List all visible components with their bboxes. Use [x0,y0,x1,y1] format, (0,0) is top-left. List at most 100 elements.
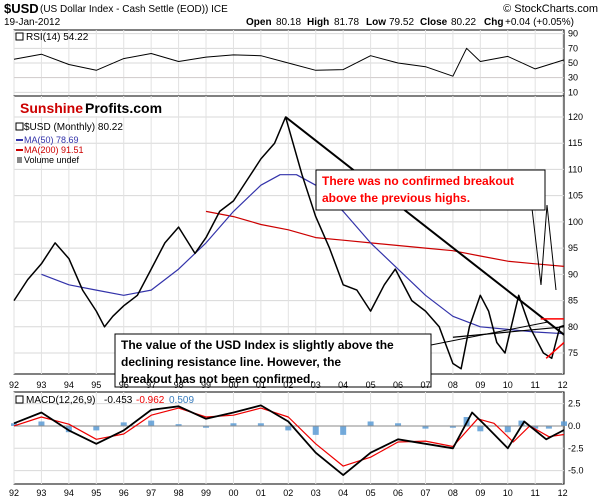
price-tick-label: 110 [568,164,582,174]
macd-value: -0.453 [104,395,133,406]
macd-tick-label: 0.0 [568,421,581,431]
x-tick-label-mid: 92 [9,380,19,390]
low-value: 79.52 [389,17,414,28]
annotation-black-box [114,333,432,388]
price-legend: $USD (Monthly) 80.22 MA(50) 78.69 MA(200… [15,122,123,165]
x-tick-label-bottom: 93 [36,488,46,498]
macd-gridlines [13,392,564,484]
macd-histogram-bar [312,425,319,435]
x-tick-label-bottom: 12 [558,488,568,498]
x-axis-middle: 92 93 94 95 96 97 98 99 00 01 02 03 04 05 06 07 08 09 10 11… [9,380,568,390]
macd-series [11,404,567,476]
logo-text-sunshine: Sunshine [20,100,83,116]
annotation-red-pointer-3 [540,204,548,286]
annotation-black: The value of the USD Index is slightly a… [114,321,549,388]
rsi-line [13,47,565,77]
legend-ma50: MA(50) 78.69 [24,135,79,145]
price-tick-label: 75 [568,348,578,358]
rsi-axis: 90 70 50 30 10 [568,29,578,98]
x-tick-label-bottom: 98 [174,488,184,498]
close-value: 80.22 [451,17,476,28]
x-tick-label-mid: 09 [475,380,485,390]
x-tick-label-bottom: 97 [146,488,156,498]
macd-histogram-bar [148,420,155,426]
x-tick-label-mid: 10 [503,380,513,390]
high-label: High [307,17,329,28]
x-tick-label-bottom: 01 [256,488,266,498]
chart-date: 19-Jan-2012 [4,17,61,28]
macd-signal-value: -0.962 [136,395,165,406]
open-label: Open [246,17,272,28]
x-tick-label-bottom: 92 [9,488,19,498]
rsi-tick-label: 50 [568,58,578,68]
volume-legend-swatch [17,157,22,163]
macd-histogram-bar [395,423,402,426]
close-label: Close [420,17,448,28]
price-tick-label: 120 [568,112,583,122]
macd-histogram-bar [518,420,525,426]
rsi-tick-label: 30 [568,73,578,83]
short-support-trendline [545,341,565,359]
macd-histogram-bar [257,423,264,426]
macd-histogram-bar [477,425,484,432]
price-tick-label: 95 [568,243,578,253]
sunshine-profits-logo: Sunshine Profits.com [18,99,162,116]
macd-histogram-bar [545,425,552,429]
x-tick-label-mid: 03 [311,380,321,390]
open-value: 80.18 [276,17,301,28]
price-line [13,116,565,370]
trendlines [284,116,565,359]
x-tick-label-mid: 95 [91,380,101,390]
x-tick-label-bottom: 07 [420,488,430,498]
macd-histogram-bar [175,424,182,426]
macd-legend: MACD(12,26,9) -0.453 -0.962 0.509 [15,395,194,406]
x-tick-label-bottom: 96 [119,488,129,498]
macd-histogram-bar [285,425,292,431]
price-panel [13,95,565,375]
x-tick-label-bottom: 10 [503,488,513,498]
price-tick-label: 90 [568,269,578,279]
low-label: Low [366,17,386,28]
macd-hist-value: 0.509 [169,395,194,406]
macd-histogram-bar [532,425,539,429]
rsi-tick-label: 70 [568,43,578,53]
x-tick-label-mid: 05 [366,380,376,390]
legend-price: $USD (Monthly) 80.22 [24,122,123,133]
x-tick-label-mid: 96 [119,380,129,390]
legend-ma200: MA(200) 91.51 [24,145,84,155]
macd-histogram-bar [422,425,429,429]
x-tick-label-bottom: 06 [393,488,403,498]
annotation-black-line-1: The value of the USD Index is slightly a… [121,338,394,352]
logo-text-profits: Profits.com [85,100,162,116]
macd-tick-label: -2.5 [568,443,584,453]
rsi-label: RSI(14) 54.22 [26,32,89,43]
price-tick-label: 100 [568,217,583,227]
rsi-gridlines [13,30,564,96]
x-tick-label-mid: 04 [338,380,348,390]
price-tick-label: 105 [568,191,583,201]
macd-legend-swatch [15,395,24,404]
x-tick-label-bottom: 05 [366,488,376,498]
x-tick-label-mid: 00 [228,380,238,390]
chart-description: (US Dollar Index - Cash Settle (EOD)) IC… [40,4,228,15]
macd-histogram-bar [11,423,17,426]
chg-value: +0.04 (+0.05%) [505,17,574,28]
x-tick-label-mid: 01 [256,380,266,390]
annotation-red-pointer-4 [546,204,557,291]
macd-histogram-bar [230,423,237,426]
macd-tick-label: -5.0 [568,466,584,476]
x-tick-label-mid: 98 [174,380,184,390]
macd-histogram-bar [367,421,374,426]
watermark: © StockCharts.com [503,3,598,15]
x-tick-label-mid: 93 [36,380,46,390]
macd-label: MACD(12,26,9) [26,395,95,406]
x-tick-label-bottom: 08 [448,488,458,498]
rsi-tick-label: 90 [568,29,578,39]
x-tick-label-bottom: 09 [475,488,485,498]
macd-histogram-bar [203,425,210,428]
annotation-red-box [315,169,546,211]
annotation-black-pointer [430,321,549,346]
x-tick-label-bottom: 04 [338,488,348,498]
